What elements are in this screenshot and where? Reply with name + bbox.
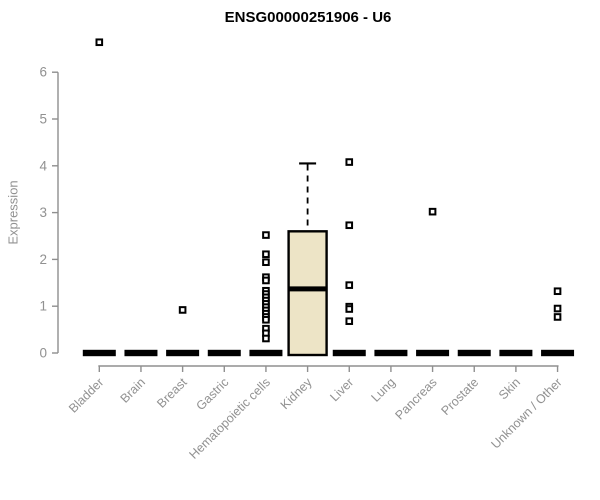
flat-box-hematopoietic-cells [249,349,283,357]
y-tick-label: 3 [39,205,47,220]
x-tick-label: Pancreas [392,375,439,422]
flat-box-brain [124,349,158,357]
outlier-point [345,281,354,289]
flat-box-breast [166,349,200,357]
outlier-point [262,276,270,285]
outlier-point [345,158,354,166]
y-tick-label: 5 [39,112,47,127]
flat-box-skin [499,349,533,357]
y-tick-label: 6 [39,65,47,80]
outlier-point [428,207,437,216]
outlier-point [178,306,187,314]
flat-box-lung [374,349,408,357]
box [287,230,328,357]
outlier-point [262,315,270,324]
y-tick-label: 4 [39,158,47,173]
flat-box-pancreas [416,349,450,357]
x-tick-label: Hematopoietic cells [187,375,274,462]
x-tick-label: Brain [118,375,149,406]
x-tick-label: Gastric [194,375,232,413]
y-tick-label: 0 [39,346,47,361]
outlier-point [262,231,270,239]
x-tick-label: Skin [496,375,523,402]
outlier-point [95,38,104,47]
x-tick-label: Liver [327,375,356,404]
x-tick-label: Lung [368,375,398,405]
x-tick-label: Bladder [66,375,106,415]
outlier-point [345,317,354,325]
chart-title: ENSG00000251906 - U6 [224,9,392,26]
outlier-point [262,258,270,267]
x-tick-label: Unknown / Other [488,375,564,451]
y-tick-label: 1 [39,299,47,314]
flat-box-gastric [207,349,241,357]
outlier-point [262,334,270,343]
flat-box-bladder [82,349,116,357]
flat-box-unknown-other [541,349,575,357]
x-tick-label: Prostate [439,375,482,418]
outlier-point [553,287,562,296]
outlier-point [553,313,562,321]
outlier-point [553,304,562,313]
y-tick-label: 2 [39,252,47,267]
x-tick-label: Kidney [278,375,315,412]
median-line [288,286,327,292]
outlier-point [345,305,354,313]
outlier-point [345,221,354,230]
outlier-point [262,250,270,259]
flat-box-prostate [457,349,491,357]
x-tick-label: Breast [154,375,190,411]
flat-box-liver [332,349,366,357]
